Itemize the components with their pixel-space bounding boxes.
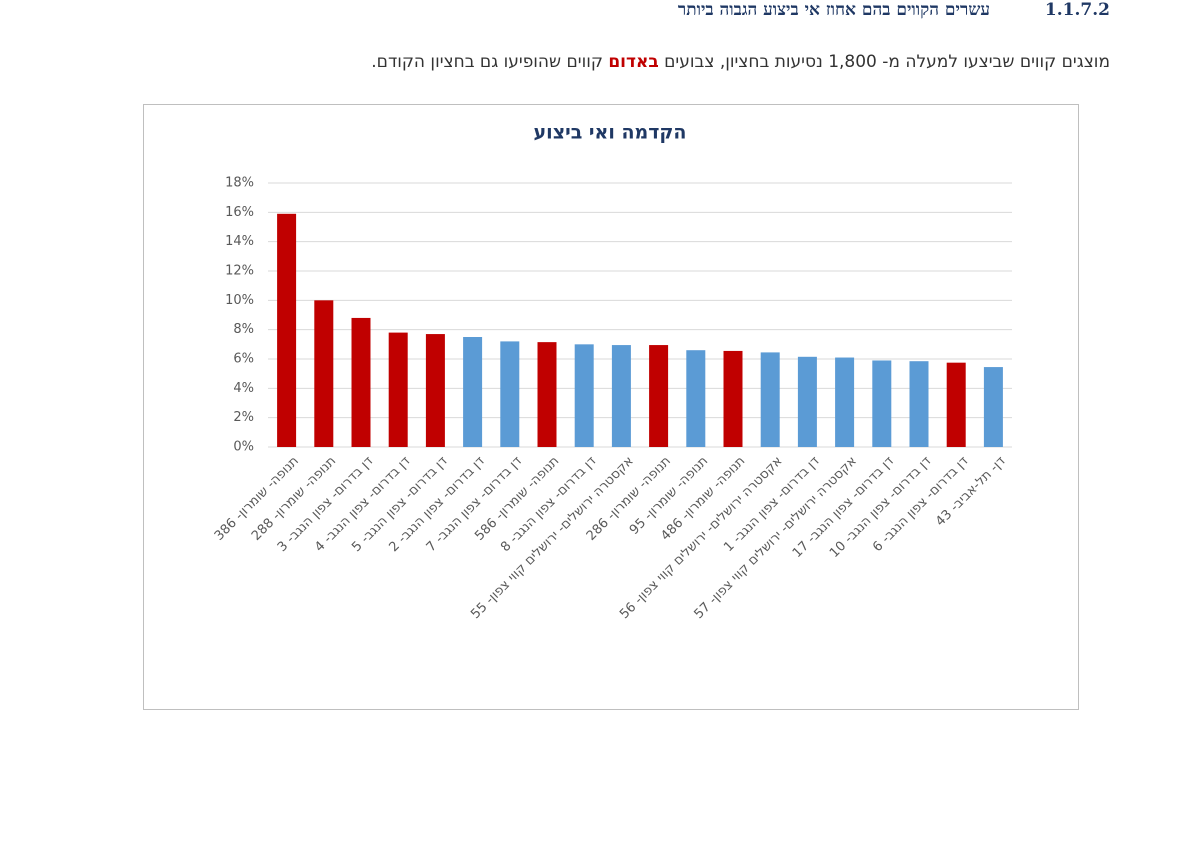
bar: [909, 361, 929, 447]
bar: [574, 344, 594, 447]
text: מוצגים קווים שביצעו למעלה מ- 1,800 נסיעו…: [664, 52, 1110, 72]
bar: [388, 332, 408, 447]
text: קווים שהופיעו גם בחציון הקודם.: [371, 52, 603, 72]
bar: [314, 300, 334, 447]
y-tick-label: 16%: [225, 205, 254, 220]
bar: [463, 337, 483, 447]
section-number: 1.1.7.2: [1044, 0, 1110, 20]
y-tick-label: 8%: [233, 322, 254, 337]
y-tick-label: 18%: [225, 176, 254, 191]
chart-title: הקדמה ואי ביצוע: [534, 122, 687, 144]
y-tick-label: 6%: [233, 352, 254, 367]
bar: [760, 352, 780, 447]
bar: [983, 367, 1003, 447]
bar: [351, 317, 371, 447]
y-tick-label: 10%: [225, 293, 254, 308]
bar: [611, 345, 631, 447]
bar: [797, 356, 817, 447]
bar: [723, 350, 743, 447]
bar: [649, 345, 669, 447]
bar: [686, 350, 706, 447]
y-tick-label: 12%: [225, 264, 254, 279]
bar: [425, 334, 445, 447]
bar: [835, 357, 855, 447]
y-tick-label: 4%: [233, 381, 254, 396]
highlight: באדום: [608, 52, 659, 72]
paragraph: מוצגים קווים שביצעו למעלה מ- 1,800 נסיעו…: [371, 52, 1110, 72]
y-tick-label: 0%: [233, 440, 254, 455]
bar: [537, 342, 557, 447]
bar: [872, 360, 892, 447]
y-tick-label: 14%: [225, 234, 254, 249]
bar: [500, 341, 520, 447]
bar: [277, 213, 297, 447]
bar: [946, 362, 966, 447]
section-title: עשרים הקווים בהם אחוז אי ביצוע הגבוה ביו…: [677, 0, 990, 20]
y-tick-label: 2%: [233, 410, 254, 425]
